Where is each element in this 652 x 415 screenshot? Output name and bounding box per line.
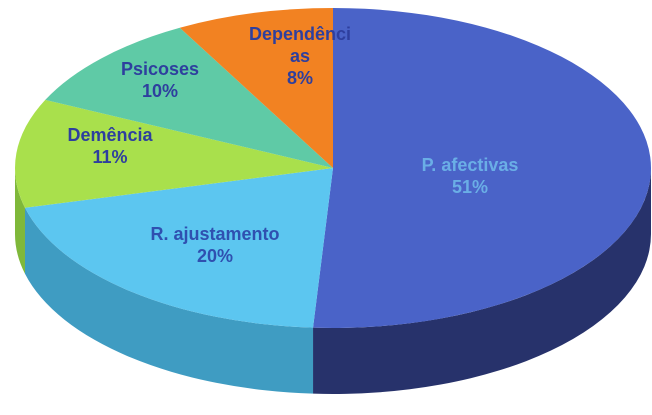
category-label: Dependências <box>248 24 352 66</box>
category-label: Psicoses <box>120 59 200 79</box>
slice-label: Dependências 8% <box>244 23 356 89</box>
value-label: 8% <box>286 68 313 88</box>
slice-side <box>313 168 651 394</box>
value-label: 20% <box>196 246 234 266</box>
slice <box>15 99 334 208</box>
slice-side <box>15 168 25 274</box>
slice <box>179 7 333 168</box>
value-label: 51% <box>451 177 489 197</box>
slice <box>45 27 334 169</box>
slice <box>313 8 651 328</box>
slice-side <box>24 207 314 394</box>
category-label: R. ajustamento <box>150 224 280 244</box>
value-label: 10% <box>141 81 179 101</box>
slice-label: P. afectivas 51% <box>385 154 555 198</box>
category-label: P. afectivas <box>421 155 519 175</box>
slice-label: Demência 11% <box>45 124 175 168</box>
slice-label: Psicoses 10% <box>95 58 225 102</box>
value-label: 11% <box>92 147 128 167</box>
category-label: Demência <box>67 125 153 145</box>
slice <box>24 168 334 328</box>
slice-label: R. ajustamento 20% <box>150 223 280 267</box>
